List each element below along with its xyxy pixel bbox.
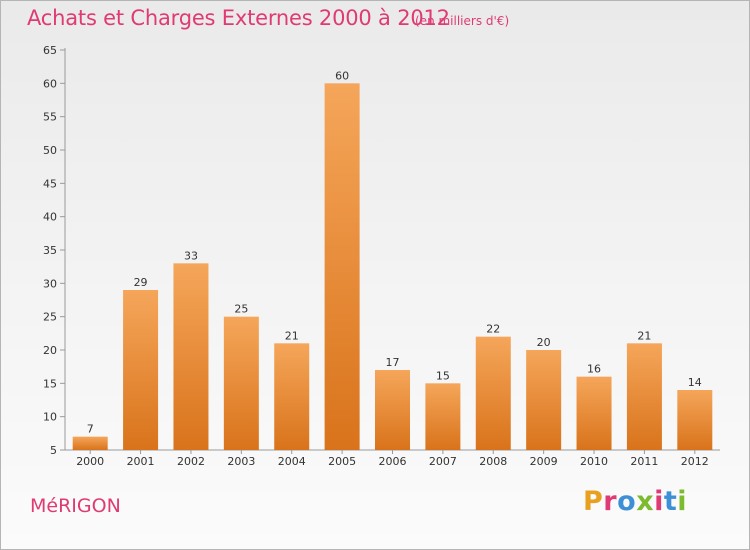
y-tick-label: 40	[43, 211, 57, 224]
y-tick-label: 45	[43, 177, 57, 190]
chart-labels: 2000 7 2001 29 2002 33 2003 25 2004 21 2005 60 2006 1…	[76, 69, 709, 468]
data-label: 25	[234, 303, 248, 316]
bar	[223, 316, 259, 450]
x-tick-label: 2007	[429, 455, 457, 468]
bar	[475, 336, 511, 450]
bar	[677, 390, 713, 450]
y-tick-label: 5	[50, 444, 57, 457]
x-tick-label: 2000	[76, 455, 104, 468]
data-label: 22	[486, 323, 500, 336]
data-label: 16	[587, 363, 601, 376]
commune-name: MéRIGON	[30, 495, 121, 517]
bar	[274, 343, 310, 450]
x-tick-label: 2003	[227, 455, 255, 468]
brand-logo: Proxiti	[583, 486, 687, 517]
brand-letter: i	[654, 486, 664, 517]
chart-bars	[72, 83, 713, 450]
bar	[626, 343, 662, 450]
brand-letter: i	[677, 486, 688, 517]
y-tick-label: 15	[43, 377, 57, 390]
brand-letter: o	[617, 486, 637, 517]
data-label: 33	[184, 249, 198, 262]
x-tick-label: 2008	[479, 455, 507, 468]
bar	[576, 376, 612, 450]
x-tick-label: 2011	[630, 455, 658, 468]
bar	[72, 436, 108, 450]
x-tick-label: 2002	[177, 455, 205, 468]
bar	[123, 290, 159, 450]
chart-subtitle: (en milliers d'€)	[415, 14, 510, 28]
x-tick-label: 2006	[379, 455, 407, 468]
brand-letter: P	[583, 486, 604, 517]
chart-title: Achats et Charges Externes 2000 à 2012	[27, 6, 450, 30]
y-tick-label: 25	[43, 311, 57, 324]
y-tick-label: 30	[43, 277, 57, 290]
x-tick-label: 2001	[127, 455, 155, 468]
brand-letter: x	[636, 486, 655, 517]
data-label: 15	[436, 369, 450, 382]
data-label: 14	[688, 376, 702, 389]
bar	[425, 383, 461, 450]
bar	[375, 370, 410, 450]
x-tick-label: 2009	[530, 455, 558, 468]
data-label: 29	[134, 276, 148, 289]
y-tick-label: 50	[43, 144, 57, 157]
bar	[526, 350, 562, 450]
y-tick-label: 20	[43, 344, 57, 357]
bar	[173, 263, 209, 450]
y-tick-label: 10	[43, 411, 57, 424]
data-label: 7	[87, 423, 94, 436]
data-label: 17	[386, 356, 400, 369]
data-label: 60	[335, 69, 349, 82]
y-tick-label: 55	[43, 111, 57, 124]
y-tick-label: 60	[43, 77, 57, 90]
brand-letter: r	[603, 486, 618, 517]
x-tick-label: 2012	[681, 455, 709, 468]
x-tick-label: 2004	[278, 455, 306, 468]
data-label: 21	[285, 329, 299, 342]
y-tick-label: 65	[43, 44, 57, 57]
x-tick-label: 2005	[328, 455, 356, 468]
brand-letter: t	[663, 486, 678, 517]
bar	[324, 83, 360, 450]
data-label: 20	[537, 336, 551, 349]
x-tick-label: 2010	[580, 455, 608, 468]
data-label: 21	[637, 329, 651, 342]
y-tick-label: 35	[43, 244, 57, 257]
